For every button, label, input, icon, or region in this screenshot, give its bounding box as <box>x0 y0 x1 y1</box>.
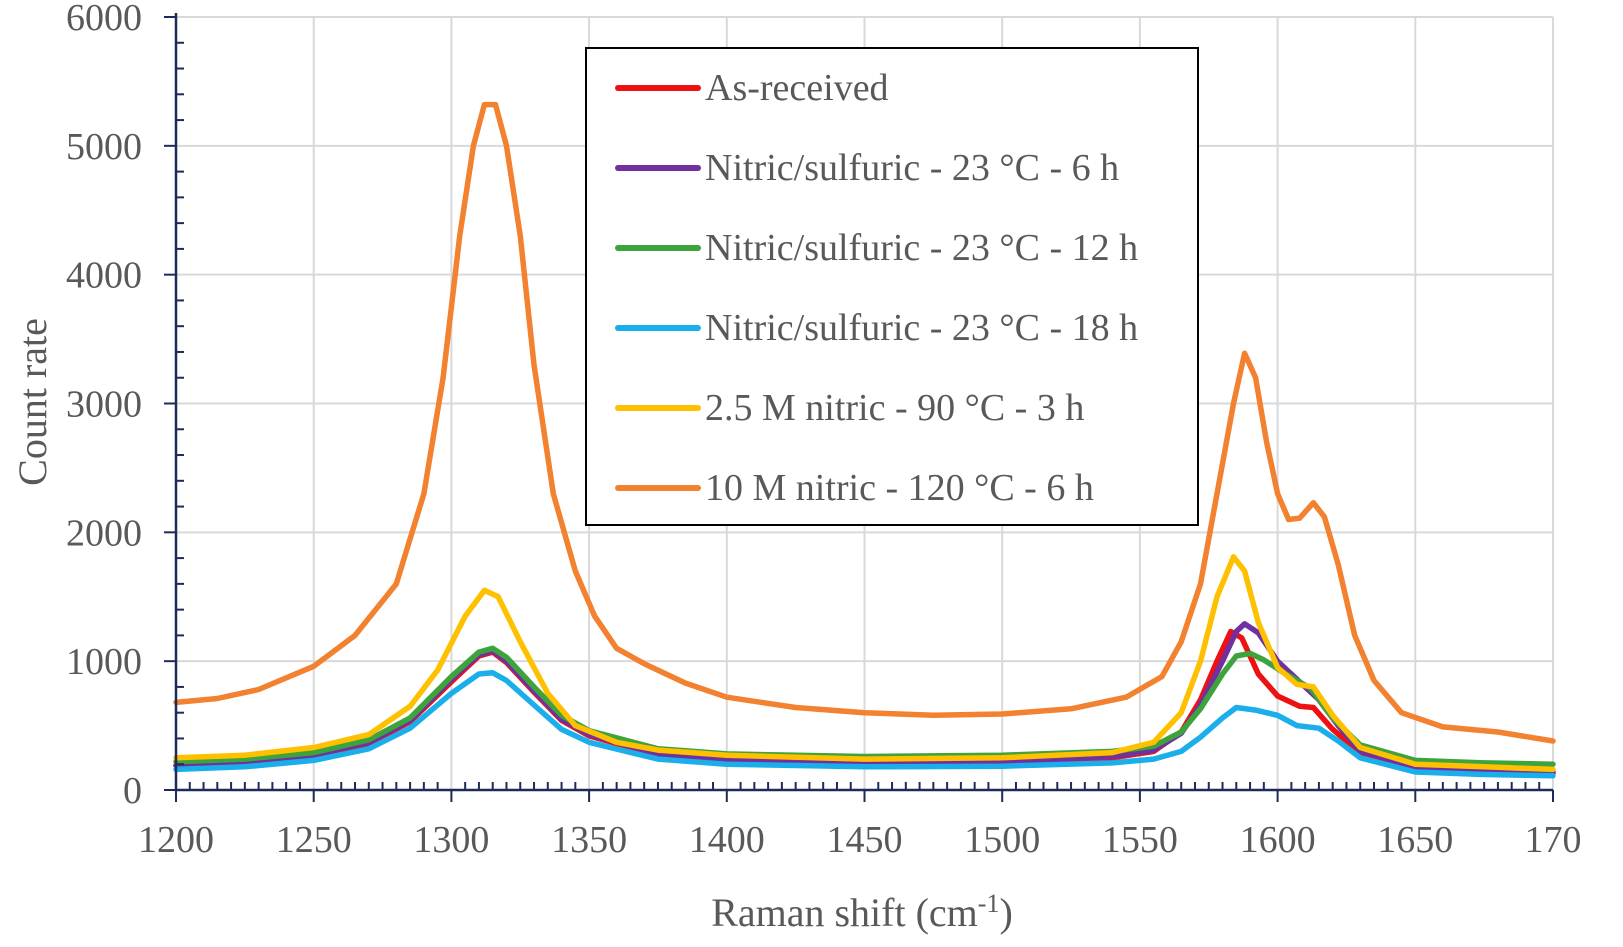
legend-label: Nitric/sulfuric - 23 °C - 6 h <box>705 147 1119 189</box>
series-lines <box>173 101 1556 779</box>
tick-labels: 0 1000 2000 3000 4000 5000 6000 1200 1250 1300 135… <box>66 0 1582 861</box>
legend-label: Nitric/sulfuric - 23 °C - 18 h <box>705 307 1138 349</box>
y-tick-label: 2000 <box>66 512 142 554</box>
x-tick-label: 1650 <box>1377 819 1453 861</box>
y-tick-label: 1000 <box>66 641 142 683</box>
x-tick-label: 1550 <box>1102 819 1178 861</box>
y-tick-label: 3000 <box>66 384 142 426</box>
legend-box <box>585 47 1199 526</box>
series-line <box>173 554 1556 773</box>
x-tick-label: 170 <box>1525 819 1582 861</box>
x-tick-label: 1600 <box>1240 819 1316 861</box>
legend-label: 2.5 M nitric - 90 °C - 3 h <box>705 387 1084 429</box>
legend-label: 10 M nitric - 120 °C - 6 h <box>705 467 1094 509</box>
x-tick-label: 1500 <box>964 819 1040 861</box>
x-tick-label: 1250 <box>276 819 352 861</box>
x-tick-label: 1350 <box>551 819 627 861</box>
y-tick-label: 0 <box>123 770 142 812</box>
x-tick-label: 1400 <box>689 819 765 861</box>
x-tick-label: 1300 <box>413 819 489 861</box>
y-axis-title: Count rate <box>10 318 55 486</box>
legend-label: As-received <box>705 67 889 109</box>
x-axis-title: Raman shift (cm-1) <box>711 889 1013 935</box>
y-tick-label: 6000 <box>66 0 142 39</box>
series-line <box>173 670 1556 779</box>
x-axis-title-superscript: -1 <box>978 889 1000 918</box>
legend-label: Nitric/sulfuric - 23 °C - 12 h <box>705 227 1138 269</box>
y-tick-label: 5000 <box>66 126 142 168</box>
x-tick-label: 1450 <box>827 819 903 861</box>
series-line <box>173 101 1556 744</box>
legend: As-received Nitric/sulfuric - 23 °C - 6 h… <box>585 47 1199 526</box>
y-tick-label: 4000 <box>66 255 142 297</box>
x-tick-label: 1200 <box>138 819 214 861</box>
axes <box>164 13 1554 802</box>
